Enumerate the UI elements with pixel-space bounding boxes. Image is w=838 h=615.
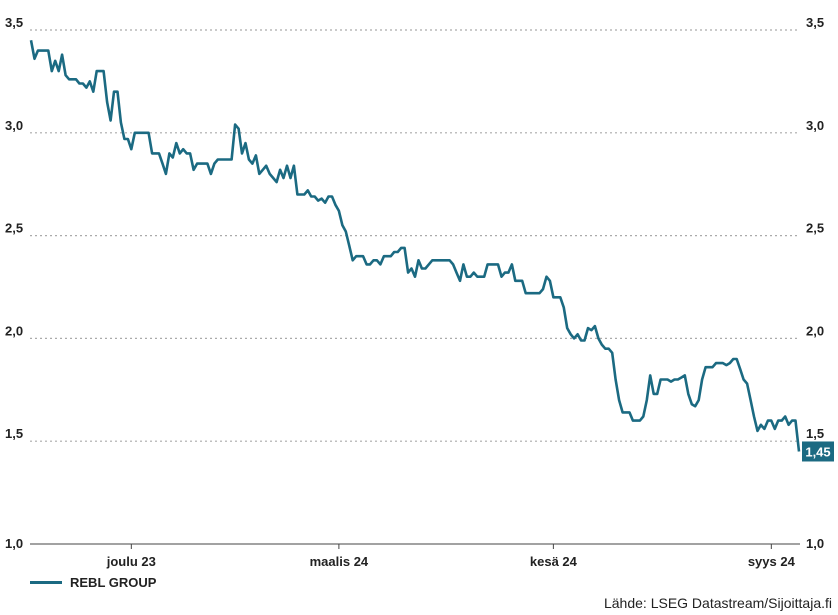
legend-label: REBL GROUP xyxy=(70,575,157,590)
y-tick-label-left: 2,5 xyxy=(5,221,23,236)
y-axis-left: 1,0 1,5 2,0 2,5 3,0 3,5 xyxy=(5,15,23,551)
x-tick-label: kesä 24 xyxy=(530,554,578,569)
y-tick-label-left: 1,5 xyxy=(5,426,23,441)
gridlines xyxy=(30,29,800,442)
y-axis-right: 1,0 1,5 2,0 2,5 3,0 3,5 xyxy=(806,15,824,551)
y-tick-label-left: 3,5 xyxy=(5,15,23,30)
series-line-rebl-group xyxy=(29,40,801,452)
last-value-box xyxy=(802,441,834,462)
y-tick-label-right: 3,5 xyxy=(806,15,824,30)
x-axis: joulu 23 maalis 24 kesä 24 syys 24 xyxy=(106,544,796,569)
x-tick-label: joulu 23 xyxy=(106,554,156,569)
y-tick-label-right: 2,5 xyxy=(806,221,824,236)
legend: REBL GROUP xyxy=(30,575,156,590)
last-value-badge: 1,45 xyxy=(802,441,834,462)
legend-swatch xyxy=(30,581,62,584)
x-tick-label: maalis 24 xyxy=(310,554,369,569)
last-value-label: 1,45 xyxy=(805,444,830,459)
y-tick-label-left: 1,0 xyxy=(5,536,23,551)
y-tick-label-left: 2,0 xyxy=(5,323,23,338)
y-tick-label-right: 1,0 xyxy=(806,536,824,551)
y-tick-label-right: 1,5 xyxy=(806,426,824,441)
line-chart: 1,0 1,5 2,0 2,5 3,0 3,5 1,0 1,5 2,0 2,5 3,0 3,5 jo… xyxy=(5,15,834,569)
y-tick-label-left: 3,0 xyxy=(5,118,23,133)
source-credit: Lähde: LSEG Datastream/Sijoittaja.fi xyxy=(603,595,832,611)
y-tick-label-right: 2,0 xyxy=(806,323,824,338)
x-tick-label: syys 24 xyxy=(748,554,796,569)
y-tick-label-right: 3,0 xyxy=(806,118,824,133)
